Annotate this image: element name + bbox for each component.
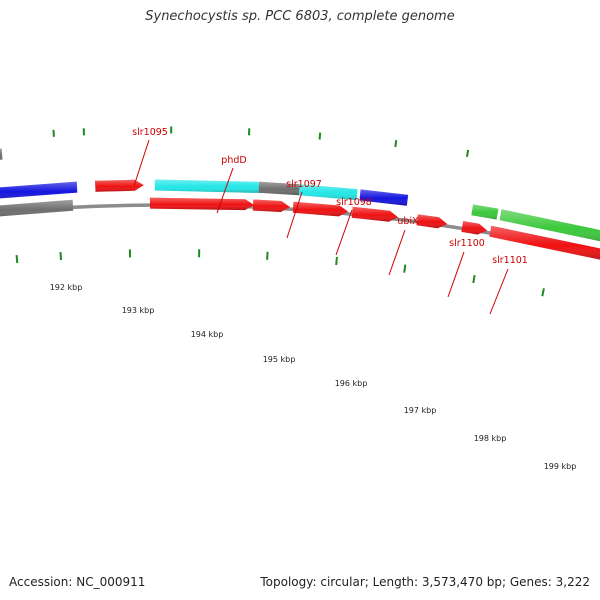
outer-major-tick	[466, 149, 470, 157]
leader-line-slr1097	[286, 191, 303, 239]
leader-line-slr1098	[335, 209, 353, 256]
label-layer: 192 kbp 193 kbp 194 kbp 195 kbp 196 kbp 197 k…	[50, 127, 577, 471]
gene-feature-red-shading	[292, 201, 349, 217]
gene-feature-red	[416, 214, 448, 229]
gene-feature-phdD-shading	[154, 179, 264, 193]
gene-label-phdD: phdD	[221, 155, 246, 166]
feature-layer	[0, 148, 600, 260]
leader-line-slr1101	[489, 268, 509, 315]
leader-line-phdD	[216, 167, 234, 214]
gene-feature-slr1095-shading	[95, 179, 144, 192]
gene-feature-slr1101-shading	[471, 204, 499, 220]
gene-feature-blue	[0, 181, 78, 199]
gene-feature-slr1098	[299, 184, 358, 201]
gene-feature-slr1101	[471, 204, 499, 220]
inner-major-tick	[335, 256, 338, 265]
gene-feature-slr1098-shading	[299, 184, 358, 201]
gene-feature-red	[149, 197, 255, 211]
gene-feature-red-shading	[149, 197, 255, 211]
inner-major-tick	[472, 274, 476, 284]
accession-text: Accession: NC_000911	[9, 575, 146, 589]
gene-label-slr1095: slr1095	[132, 127, 168, 138]
gene-feature-slr1097	[258, 181, 300, 196]
gene-feature-red-shading	[252, 199, 291, 212]
scale-label-195-kbp: 195 kbp	[263, 355, 296, 364]
gene-label-slr1097: slr1097	[286, 179, 322, 190]
inner-major-tick	[59, 252, 62, 261]
gene-feature-phdD	[154, 179, 264, 193]
gene-label-slr1098: slr1098	[336, 197, 372, 208]
scale-label-193-kbp: 193 kbp	[122, 306, 155, 315]
leader-line-slr1100	[447, 251, 465, 298]
outer-major-tick	[394, 139, 398, 148]
gene-feature-red-shading	[489, 225, 600, 260]
leader-line-ubiX	[388, 229, 406, 276]
gene-feature-ubiX-shading	[359, 189, 409, 206]
inner-major-tick	[403, 264, 407, 273]
gene-feature-gray	[0, 148, 3, 160]
gene-feature-red-shading	[461, 221, 488, 235]
gene-feature-red	[351, 206, 399, 222]
gene-feature-red	[489, 225, 600, 260]
gene-feature-ubiX	[359, 189, 409, 206]
gene-feature-gray-shading	[0, 199, 74, 217]
gene-feature-gray-shading	[0, 148, 3, 160]
scale-label-198-kbp: 198 kbp	[474, 434, 507, 443]
gene-feature-green	[499, 209, 600, 242]
outer-major-tick	[318, 132, 322, 140]
gene-feature-red-shading	[416, 214, 448, 229]
scale-label-199-kbp: 199 kbp	[544, 462, 577, 471]
scale-label-192-kbp: 192 kbp	[50, 283, 83, 292]
gene-feature-red-shading	[351, 206, 399, 222]
genome-summary-text: Topology: circular; Length: 3,573,470 bp…	[260, 575, 590, 589]
gene-feature-green-shading	[499, 209, 600, 242]
gene-feature-red	[252, 199, 291, 212]
gene-feature-slr1097-shading	[258, 181, 300, 196]
scale-label-197-kbp: 197 kbp	[404, 406, 437, 415]
gene-label-ubiX: ubiX	[397, 216, 419, 227]
inner-major-tick	[541, 288, 545, 297]
inner-major-tick	[266, 251, 269, 260]
leader-line-slr1095	[133, 139, 150, 187]
gene-feature-gray	[0, 199, 74, 217]
tick-layer	[15, 126, 545, 297]
gene-feature-slr1095	[95, 179, 144, 192]
gene-feature-red	[461, 221, 488, 235]
gene-label-slr1100: slr1100	[449, 238, 485, 249]
scale-label-194-kbp: 194 kbp	[191, 330, 224, 339]
gene-feature-red	[292, 201, 349, 217]
inner-major-tick	[15, 255, 19, 264]
gene-feature-blue-shading	[0, 181, 78, 199]
map-title: Synechocystis sp. PCC 6803, complete gen…	[145, 9, 455, 24]
scale-label-196-kbp: 196 kbp	[335, 379, 368, 388]
gene-label-slr1101: slr1101	[492, 255, 528, 266]
